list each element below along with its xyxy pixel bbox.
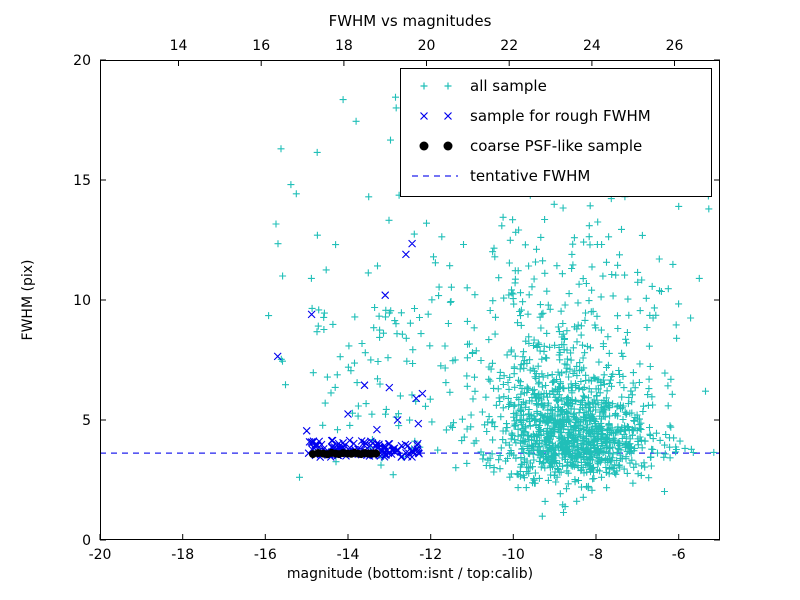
psf-sample-dot xyxy=(372,449,381,458)
chart-title: FWHM vs magnitudes xyxy=(329,12,492,30)
legend-marker-sample xyxy=(420,112,428,120)
x-tick-label: -6 xyxy=(672,547,686,563)
legend-dot-sample xyxy=(443,141,453,151)
series-all-sample xyxy=(265,93,718,520)
y-tick-label: 10 xyxy=(73,293,91,309)
legend-label: coarse PSF-like sample xyxy=(470,137,642,155)
top-tick-label: 26 xyxy=(666,38,684,54)
top-tick-label: 14 xyxy=(170,38,188,54)
x-axis-label: magnitude (bottom:isnt / top:calib) xyxy=(287,566,533,582)
legend-marker-sample xyxy=(444,82,452,90)
legend-label: tentative FWHM xyxy=(470,167,590,185)
top-tick-label: 20 xyxy=(418,38,436,54)
y-tick-label: 5 xyxy=(82,413,91,429)
top-tick-label: 24 xyxy=(583,38,601,54)
legend: all sample sample for rough FWHM coarse PS… xyxy=(400,68,712,197)
y-axis-label: FWHM (pix) xyxy=(20,260,36,341)
x-tick-label: -8 xyxy=(589,547,603,563)
legend-box xyxy=(400,68,712,197)
x-tick-label: -20 xyxy=(89,547,112,563)
top-tick-label: 16 xyxy=(252,38,270,54)
axis-ticks: -20 -18 -16 -14 -12 -10 -8 -6 14 16 18 20 22 24 26 0 5 10… xyxy=(73,38,720,563)
top-tick-label: 18 xyxy=(335,38,353,54)
x-tick-label: -10 xyxy=(502,547,525,563)
marker-path xyxy=(265,93,718,520)
top-tick-label: 22 xyxy=(500,38,518,54)
x-tick-label: -18 xyxy=(171,547,194,563)
x-tick-label: -14 xyxy=(337,547,360,563)
legend-label: all sample xyxy=(470,77,547,95)
x-tick-label: -12 xyxy=(419,547,442,563)
legend-label: sample for rough FWHM xyxy=(470,107,651,125)
plot-area: -20 -18 -16 -14 -12 -10 -8 -6 14 16 18 20 22 24 26 0 5 10… xyxy=(73,38,720,563)
y-tick-label: 20 xyxy=(73,53,91,69)
series-coarse-psf-like-sample xyxy=(308,448,381,459)
y-tick-label: 15 xyxy=(73,173,91,189)
legend-marker-sample xyxy=(420,82,428,90)
legend-dot-sample xyxy=(419,141,429,151)
y-tick-label: 0 xyxy=(82,533,91,549)
legend-marker-sample xyxy=(444,112,452,120)
x-tick-label: -16 xyxy=(254,547,277,563)
